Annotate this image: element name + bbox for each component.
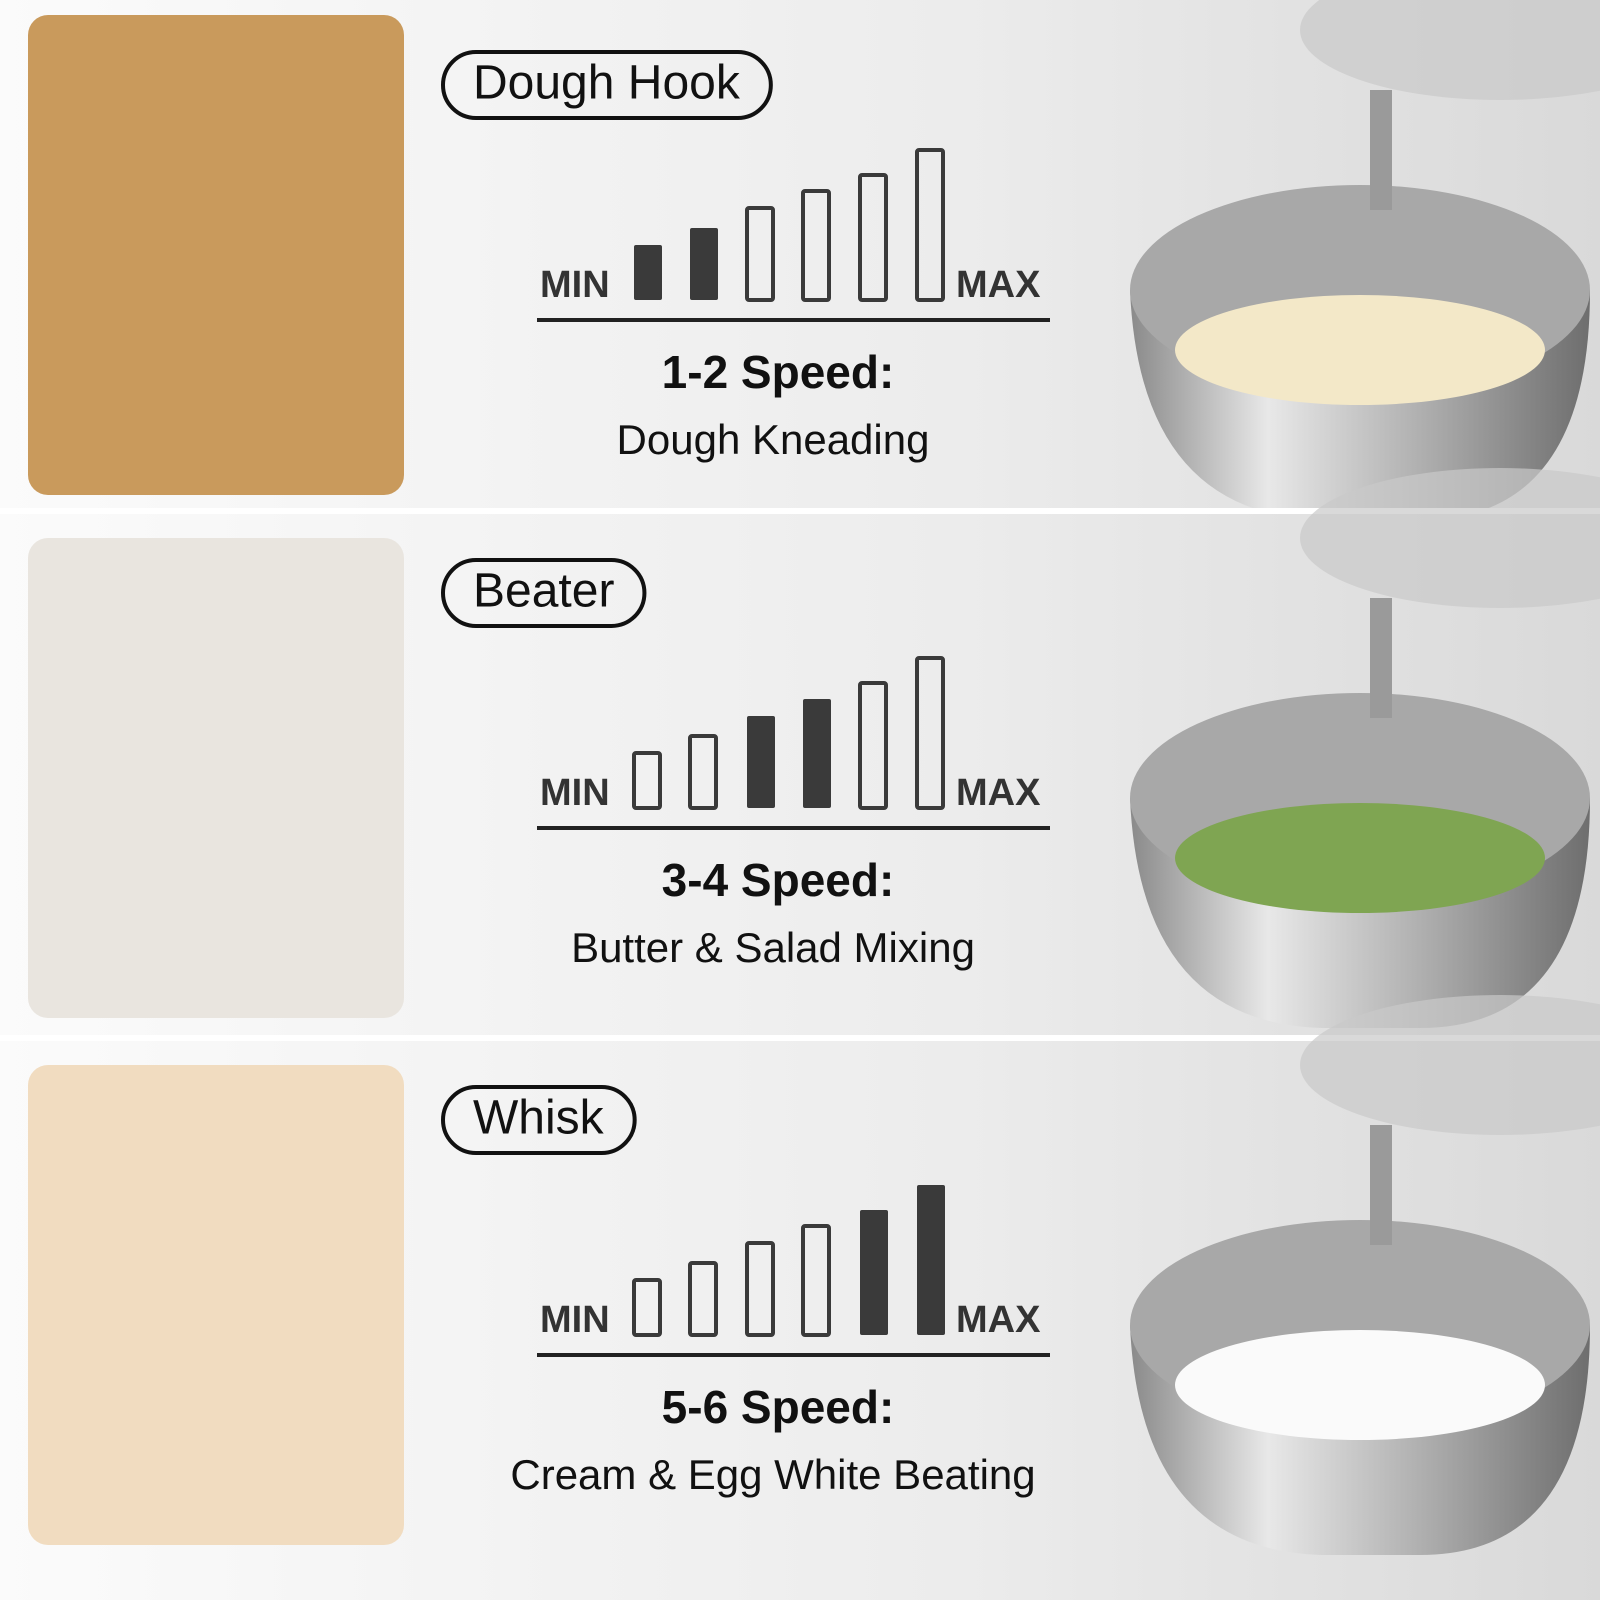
speed-bar-active — [634, 245, 662, 300]
speed-bar-active — [917, 1185, 945, 1335]
food-photo — [28, 538, 404, 1018]
speed-range: 5-6 Speed: — [662, 1381, 895, 1433]
panel: Beater MIN MAX 3-4 Speed: Butter & Salad Mix… — [0, 468, 1600, 1036]
usage: Butter & Salad Mixing — [571, 924, 975, 971]
speed-range: 3-4 Speed: — [662, 854, 895, 906]
attachment-pill — [441, 50, 773, 120]
min-label: MIN — [540, 264, 610, 306]
baseline — [537, 318, 1050, 322]
usage: Dough Kneading — [617, 416, 930, 463]
speed-range: 1-2 Speed: — [662, 346, 895, 398]
attachment-shaft — [1370, 598, 1392, 718]
speed-bar — [688, 1261, 718, 1337]
speed-bar — [858, 681, 888, 810]
mixer-head — [1300, 0, 1600, 100]
food-photo — [28, 1065, 404, 1545]
speed-bar-active — [690, 228, 718, 300]
usage: Cream & Egg White Beating — [510, 1451, 1035, 1498]
attachment-name: Beater — [473, 565, 614, 618]
divider — [0, 508, 1600, 514]
min-label: MIN — [540, 1299, 610, 1341]
speed-bar — [915, 656, 945, 810]
panel: Whisk MIN MAX 5-6 Speed: Cream & Egg White B… — [0, 995, 1600, 1600]
speed-bar — [801, 189, 831, 302]
attachment-shaft — [1370, 1125, 1392, 1245]
attachment-name: Whisk — [473, 1092, 605, 1145]
bowl-content — [1175, 803, 1545, 913]
max-label: MAX — [956, 772, 1041, 814]
bowl-content — [1175, 1330, 1545, 1440]
speed-bar — [632, 1278, 662, 1337]
divider — [0, 1035, 1600, 1041]
speed-bar — [688, 734, 718, 810]
food-photo — [28, 15, 404, 495]
baseline — [537, 826, 1050, 830]
speed-bar — [745, 206, 775, 302]
bowl-content — [1175, 295, 1545, 405]
speed-bar-active — [747, 716, 775, 808]
speed-bar-active — [860, 1210, 888, 1335]
attachment-pill — [441, 1085, 637, 1155]
speed-bar — [632, 751, 662, 810]
speed-bar-active — [803, 699, 831, 808]
speed-bar — [858, 173, 888, 302]
mixer-head — [1300, 995, 1600, 1135]
baseline — [537, 1353, 1050, 1357]
min-label: MIN — [540, 772, 610, 814]
speed-bar — [745, 1241, 775, 1337]
attachment-name: Dough Hook — [473, 57, 741, 110]
max-label: MAX — [956, 264, 1041, 306]
speed-bar — [915, 148, 945, 302]
speed-bar — [801, 1224, 831, 1337]
panel: Dough Hook MIN MAX 1-2 Speed: Dough Kneading — [0, 0, 1600, 520]
mixer-head — [1300, 468, 1600, 608]
attachment-shaft — [1370, 90, 1392, 210]
max-label: MAX — [956, 1299, 1041, 1341]
attachment-pill — [441, 558, 647, 628]
